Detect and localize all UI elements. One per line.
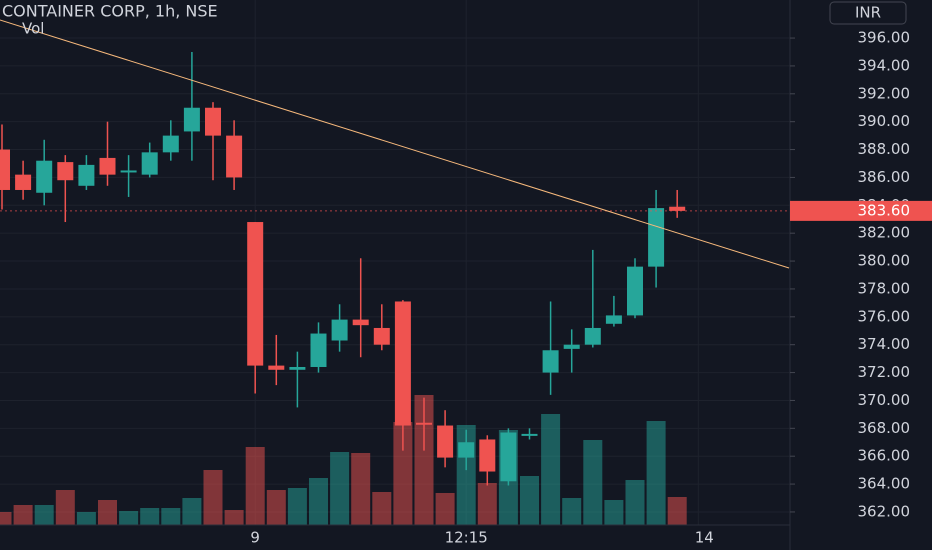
candle-body xyxy=(36,160,53,193)
y-tick-label: 392.00 xyxy=(858,84,911,102)
y-tick-label: 374.00 xyxy=(858,335,911,353)
volume-bar xyxy=(372,492,392,525)
x-tick-label: 14 xyxy=(695,529,714,547)
volume-bar xyxy=(541,414,561,525)
volume-bar xyxy=(435,493,455,525)
currency-button[interactable] xyxy=(829,1,907,25)
volume-bar xyxy=(646,421,666,525)
y-tick-label: 394.00 xyxy=(858,56,911,74)
volume-bar xyxy=(330,452,350,525)
volume-bar xyxy=(667,497,687,525)
volume-bar xyxy=(161,508,181,525)
y-tick-label: 370.00 xyxy=(858,391,911,409)
volume-label: Vol xyxy=(22,20,44,38)
volume-bar xyxy=(351,453,371,525)
volume-bar xyxy=(477,483,497,525)
candle-body xyxy=(394,301,411,426)
y-tick-label: 390.00 xyxy=(858,112,911,130)
volume-bar xyxy=(414,395,434,525)
candle-body xyxy=(78,164,95,186)
candle-body xyxy=(331,319,348,341)
x-tick-label: 9 xyxy=(250,529,260,547)
y-tick-label: 366.00 xyxy=(858,447,911,465)
volume-bar xyxy=(182,498,202,525)
y-tick-label: 368.00 xyxy=(858,419,911,437)
volume-bar xyxy=(309,478,328,525)
volume-bar xyxy=(34,505,54,525)
y-tick-label: 364.00 xyxy=(858,475,911,493)
candle-body xyxy=(310,333,327,367)
candle-body xyxy=(183,107,200,132)
candle-body xyxy=(373,327,390,345)
candle-body xyxy=(15,174,32,190)
currency-label[interactable]: INR xyxy=(855,4,881,22)
candle-body xyxy=(521,433,538,436)
y-tick-label: 396.00 xyxy=(858,29,911,47)
y-tick-label: 380.00 xyxy=(858,252,911,270)
trend-line xyxy=(0,19,790,269)
volume-bar xyxy=(393,422,413,525)
y-tick-label: 378.00 xyxy=(858,279,911,297)
chart-title: CONTAINER CORP, 1h, NSE xyxy=(2,2,218,21)
last-price-box xyxy=(790,200,932,221)
volume-bar xyxy=(98,500,117,525)
volume-bar xyxy=(562,498,582,525)
candle-body xyxy=(500,432,517,482)
volume-bar xyxy=(203,470,223,525)
candle-body xyxy=(352,319,369,326)
volume-bar xyxy=(245,447,265,525)
candle-body xyxy=(584,327,601,345)
volume-bar xyxy=(520,476,539,525)
candle-body xyxy=(141,152,158,175)
volume-bar xyxy=(604,500,624,525)
volume-bar xyxy=(119,511,139,525)
y-tick-label: 362.00 xyxy=(858,502,911,520)
volume-bar xyxy=(625,480,645,525)
candle-body xyxy=(648,208,665,267)
candle-body xyxy=(162,135,179,153)
last-price-label: 383.60 xyxy=(858,201,911,219)
candle-body xyxy=(226,135,243,178)
volume-bar xyxy=(140,508,160,525)
y-tick-label: 388.00 xyxy=(858,140,911,158)
volume-bar xyxy=(583,440,603,525)
y-tick-label: 376.00 xyxy=(858,307,911,325)
candle-body xyxy=(0,149,10,190)
volume-bar xyxy=(76,512,96,525)
candle-body xyxy=(57,162,74,181)
candle-body xyxy=(542,350,559,373)
candle-body xyxy=(99,157,116,175)
volume-bar xyxy=(287,488,307,525)
y-tick-label: 386.00 xyxy=(858,168,911,186)
volume-bar xyxy=(224,510,244,525)
candle-body xyxy=(247,222,264,366)
candle-body xyxy=(605,315,622,324)
y-tick-label: 372.00 xyxy=(858,363,911,381)
candle-body xyxy=(416,422,432,425)
candle-body xyxy=(437,425,454,458)
candle-body xyxy=(120,170,137,173)
candle-body xyxy=(669,206,686,211)
y-tick-label: 382.00 xyxy=(858,224,911,242)
candle-body xyxy=(205,107,221,136)
volume-bar xyxy=(0,512,12,525)
volume-bar xyxy=(55,490,75,525)
candle-body xyxy=(289,366,306,370)
candle-body xyxy=(627,266,643,316)
candle-body xyxy=(458,442,475,458)
volume-bar xyxy=(13,505,33,525)
volume-bar xyxy=(266,490,286,525)
candle-body xyxy=(563,344,580,349)
x-tick-label: 12:15 xyxy=(445,529,488,547)
candle-body xyxy=(479,439,496,472)
candle-body xyxy=(268,365,285,370)
